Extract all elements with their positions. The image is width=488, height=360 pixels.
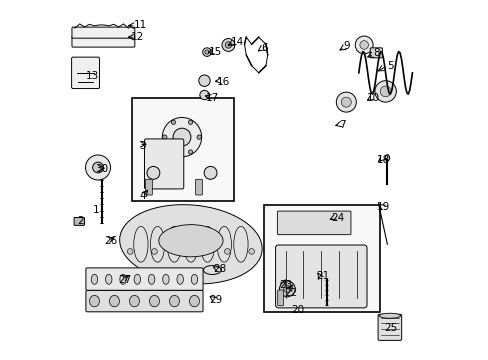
FancyBboxPatch shape bbox=[144, 139, 183, 189]
Ellipse shape bbox=[120, 274, 126, 284]
Ellipse shape bbox=[129, 296, 139, 307]
FancyBboxPatch shape bbox=[195, 179, 202, 195]
FancyBboxPatch shape bbox=[71, 57, 99, 89]
Circle shape bbox=[341, 97, 350, 107]
Ellipse shape bbox=[89, 296, 99, 307]
Circle shape bbox=[162, 117, 201, 157]
Circle shape bbox=[225, 42, 231, 48]
Ellipse shape bbox=[109, 296, 119, 307]
Circle shape bbox=[151, 249, 157, 254]
Circle shape bbox=[224, 249, 230, 254]
Bar bbox=[132, 98, 233, 202]
Ellipse shape bbox=[120, 205, 262, 284]
Ellipse shape bbox=[159, 225, 223, 257]
FancyBboxPatch shape bbox=[369, 48, 382, 58]
Circle shape bbox=[279, 281, 295, 297]
Circle shape bbox=[248, 249, 254, 254]
Ellipse shape bbox=[177, 274, 183, 284]
Text: 22: 22 bbox=[284, 288, 297, 297]
FancyBboxPatch shape bbox=[86, 268, 203, 291]
Circle shape bbox=[200, 90, 209, 100]
Text: 10: 10 bbox=[366, 93, 379, 103]
Ellipse shape bbox=[134, 274, 140, 284]
Text: 26: 26 bbox=[104, 236, 117, 246]
Circle shape bbox=[93, 162, 103, 173]
Text: 15: 15 bbox=[209, 47, 222, 57]
Text: 18: 18 bbox=[376, 156, 389, 165]
Circle shape bbox=[203, 48, 211, 57]
Circle shape bbox=[147, 166, 160, 179]
Circle shape bbox=[176, 249, 181, 254]
Ellipse shape bbox=[91, 274, 98, 284]
Ellipse shape bbox=[385, 155, 389, 161]
Text: 20: 20 bbox=[291, 305, 304, 315]
FancyBboxPatch shape bbox=[86, 291, 203, 312]
FancyBboxPatch shape bbox=[377, 314, 401, 341]
Text: 30: 30 bbox=[95, 164, 108, 174]
Text: 23: 23 bbox=[278, 280, 292, 291]
Text: 28: 28 bbox=[212, 264, 225, 274]
Text: 13: 13 bbox=[86, 71, 99, 81]
Circle shape bbox=[85, 155, 110, 180]
Circle shape bbox=[222, 39, 234, 51]
Text: 5: 5 bbox=[387, 61, 393, 71]
FancyBboxPatch shape bbox=[72, 36, 135, 47]
Circle shape bbox=[374, 81, 395, 102]
Circle shape bbox=[203, 166, 217, 179]
Circle shape bbox=[163, 135, 166, 139]
FancyBboxPatch shape bbox=[277, 290, 283, 306]
Ellipse shape bbox=[191, 274, 197, 284]
Text: 17: 17 bbox=[205, 93, 219, 103]
Ellipse shape bbox=[189, 296, 199, 307]
Text: 25: 25 bbox=[384, 323, 397, 333]
Text: 7: 7 bbox=[339, 120, 346, 130]
Circle shape bbox=[198, 75, 210, 86]
Text: 2: 2 bbox=[77, 216, 83, 226]
Ellipse shape bbox=[169, 296, 179, 307]
Circle shape bbox=[173, 128, 190, 146]
Ellipse shape bbox=[105, 274, 112, 284]
Circle shape bbox=[380, 86, 390, 97]
Text: 8: 8 bbox=[373, 48, 379, 58]
Text: 14: 14 bbox=[230, 37, 244, 48]
Text: 27: 27 bbox=[118, 275, 131, 285]
Bar bbox=[264, 205, 380, 312]
Text: 6: 6 bbox=[260, 43, 267, 53]
Text: 3: 3 bbox=[139, 141, 146, 151]
Text: 29: 29 bbox=[209, 295, 222, 305]
Text: 24: 24 bbox=[330, 212, 343, 222]
Ellipse shape bbox=[148, 274, 155, 284]
Text: 19: 19 bbox=[376, 202, 389, 212]
Ellipse shape bbox=[378, 313, 400, 318]
Circle shape bbox=[204, 50, 209, 54]
Circle shape bbox=[188, 120, 192, 125]
Circle shape bbox=[283, 285, 290, 293]
Text: 16: 16 bbox=[216, 77, 229, 87]
FancyBboxPatch shape bbox=[145, 179, 152, 195]
Circle shape bbox=[197, 135, 201, 139]
FancyBboxPatch shape bbox=[72, 27, 135, 38]
Circle shape bbox=[354, 36, 372, 54]
Text: 4: 4 bbox=[139, 191, 146, 201]
Circle shape bbox=[359, 41, 367, 49]
Text: 1: 1 bbox=[93, 205, 100, 215]
FancyBboxPatch shape bbox=[277, 211, 350, 235]
Circle shape bbox=[336, 92, 356, 112]
Ellipse shape bbox=[163, 274, 169, 284]
Circle shape bbox=[188, 150, 192, 154]
Text: 9: 9 bbox=[342, 41, 349, 51]
FancyBboxPatch shape bbox=[74, 217, 84, 225]
Circle shape bbox=[171, 120, 175, 125]
Circle shape bbox=[200, 249, 205, 254]
Text: 12: 12 bbox=[130, 32, 143, 42]
Text: 21: 21 bbox=[316, 271, 329, 282]
Ellipse shape bbox=[149, 296, 159, 307]
FancyBboxPatch shape bbox=[275, 245, 366, 308]
Circle shape bbox=[127, 249, 133, 254]
Text: 11: 11 bbox=[134, 19, 147, 30]
Circle shape bbox=[171, 150, 175, 154]
